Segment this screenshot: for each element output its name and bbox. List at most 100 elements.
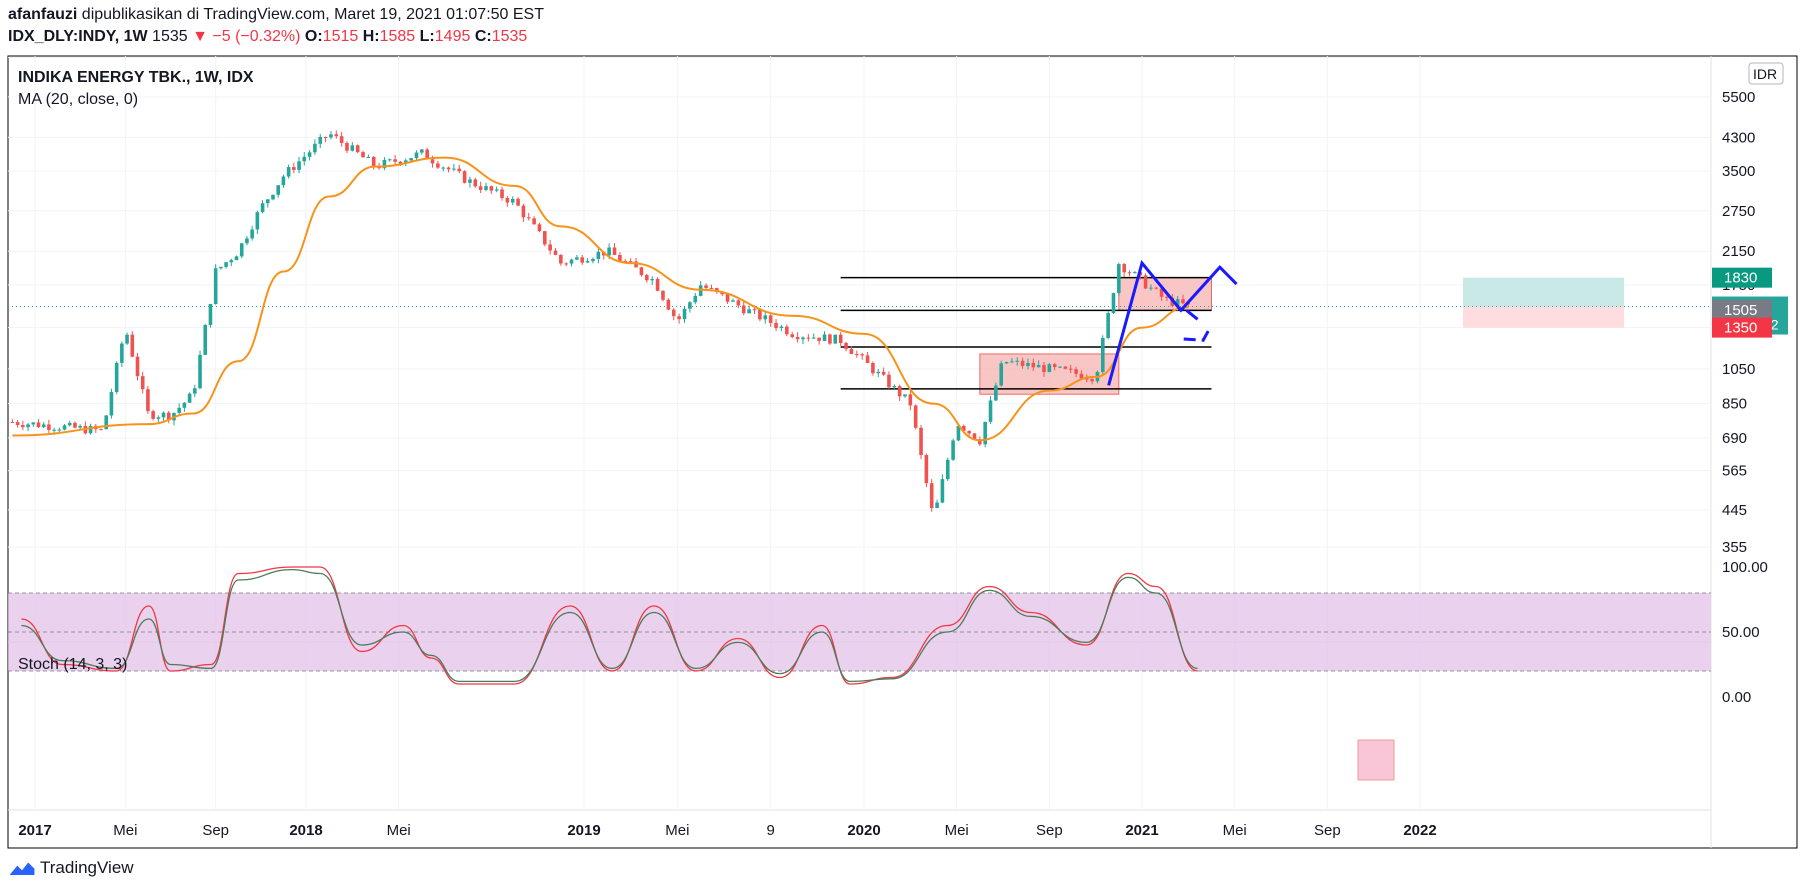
candle-body bbox=[245, 238, 249, 244]
price-tick: 565 bbox=[1722, 463, 1747, 480]
target-zone bbox=[1463, 277, 1624, 307]
candle-body bbox=[741, 305, 746, 314]
price-tick: 4300 bbox=[1722, 129, 1755, 146]
candle-body bbox=[250, 229, 254, 239]
candle-body bbox=[618, 254, 622, 261]
candle-body bbox=[198, 354, 202, 389]
chart-frame bbox=[7, 55, 1798, 849]
candle-body bbox=[785, 326, 789, 335]
candle-body bbox=[559, 254, 563, 264]
candle-body bbox=[855, 354, 859, 356]
candle-body bbox=[505, 197, 510, 203]
last-price: 1535 bbox=[152, 28, 188, 45]
time-tick: Mei bbox=[113, 822, 137, 839]
candle-body bbox=[166, 412, 171, 421]
candle-body bbox=[229, 260, 234, 263]
price-label-box bbox=[1712, 299, 1772, 320]
candle-body bbox=[833, 334, 838, 344]
candle-body bbox=[747, 309, 751, 314]
author[interactable]: afanfauzi bbox=[8, 6, 78, 23]
candle-body bbox=[924, 455, 929, 484]
candle-body bbox=[779, 326, 784, 329]
candle-body bbox=[806, 337, 811, 339]
price-labels: 1830153503:32:1215051350 bbox=[1712, 267, 1788, 338]
candle-body bbox=[177, 407, 181, 413]
candle-body bbox=[671, 309, 676, 317]
candle-body bbox=[1042, 365, 1046, 373]
candle-body bbox=[382, 160, 387, 169]
candle-body bbox=[1175, 299, 1180, 306]
candle-body bbox=[494, 189, 499, 191]
candle-body bbox=[725, 294, 730, 302]
candle-body bbox=[988, 400, 993, 422]
chart-title: INDIKA ENERGY TBK., 1W, IDX bbox=[18, 69, 254, 86]
candle-body bbox=[161, 412, 166, 418]
price-label-box bbox=[1712, 267, 1772, 288]
candle-body bbox=[1149, 287, 1153, 289]
close-label: C: bbox=[474, 28, 492, 45]
candle-body bbox=[151, 411, 155, 419]
stoch-tick: 100.00 bbox=[1722, 559, 1768, 576]
candle-body bbox=[1068, 368, 1073, 370]
publish-line: afanfauzi dipublikasikan di TradingView.… bbox=[8, 6, 544, 24]
candle-body bbox=[844, 342, 848, 349]
candle-body bbox=[307, 152, 312, 157]
candle-body bbox=[607, 247, 611, 256]
tradingview-brand[interactable]: TradingView bbox=[40, 858, 134, 877]
candle-body bbox=[219, 266, 223, 269]
candle-body bbox=[1090, 379, 1094, 382]
candle-body bbox=[120, 343, 124, 363]
price-tick: 1050 bbox=[1722, 361, 1755, 378]
symbol-line: IDX_DLY:INDY, 1W 1535 ▼ −5 (−0.32%) O:15… bbox=[8, 28, 527, 46]
time-axis: 2017 Mei Sep 2018 Mei 2019 Mei 9 2020 Mei Sep 2021 M… bbox=[18, 822, 1436, 839]
candle-body bbox=[961, 425, 966, 431]
candle-body bbox=[114, 362, 119, 393]
price-label-text: 1350 bbox=[1724, 320, 1757, 337]
candle-body bbox=[1106, 313, 1110, 338]
candle-body bbox=[313, 143, 317, 153]
candle-body bbox=[109, 392, 114, 416]
candle-body bbox=[634, 261, 638, 268]
high-value: 1585 bbox=[379, 28, 416, 45]
candle-body bbox=[876, 371, 881, 374]
candle-body bbox=[239, 243, 244, 257]
candle-body bbox=[1100, 337, 1105, 372]
candle-body bbox=[591, 258, 595, 262]
candle-body bbox=[913, 405, 918, 428]
candle-body bbox=[430, 159, 435, 164]
candle-body bbox=[537, 224, 542, 232]
candle-body bbox=[387, 159, 392, 161]
candle-body bbox=[1052, 364, 1057, 368]
candle-body bbox=[521, 205, 526, 218]
candle-body bbox=[156, 417, 161, 419]
candle-body bbox=[564, 263, 568, 265]
candle-body bbox=[865, 355, 870, 363]
candle-body bbox=[1004, 362, 1009, 364]
candle-body bbox=[1122, 264, 1126, 273]
candle-body bbox=[510, 198, 515, 203]
time-tick: Sep bbox=[1314, 822, 1341, 839]
candle-body bbox=[569, 259, 574, 264]
candle-body bbox=[371, 156, 376, 167]
candle-body bbox=[398, 161, 403, 164]
candle-body bbox=[1165, 296, 1169, 298]
candle-body bbox=[125, 334, 129, 344]
stoch-lines bbox=[21, 566, 1198, 685]
candle-body bbox=[892, 386, 897, 388]
candle-body bbox=[292, 167, 296, 170]
candle-body bbox=[500, 189, 504, 198]
candle-body bbox=[10, 421, 15, 423]
candle-body bbox=[758, 309, 762, 320]
close-value: 1535 bbox=[491, 28, 528, 45]
stoch-line-d bbox=[21, 568, 1198, 683]
candle-body bbox=[1133, 272, 1137, 274]
candle-body bbox=[677, 316, 681, 320]
time-tick: Mei bbox=[1223, 822, 1247, 839]
candle-body bbox=[1143, 275, 1148, 289]
candle-body bbox=[532, 218, 536, 225]
high-label: H: bbox=[362, 28, 380, 45]
candle-body bbox=[887, 374, 891, 388]
price-label-text: 1505 bbox=[1724, 302, 1757, 319]
candle-body bbox=[260, 203, 265, 213]
